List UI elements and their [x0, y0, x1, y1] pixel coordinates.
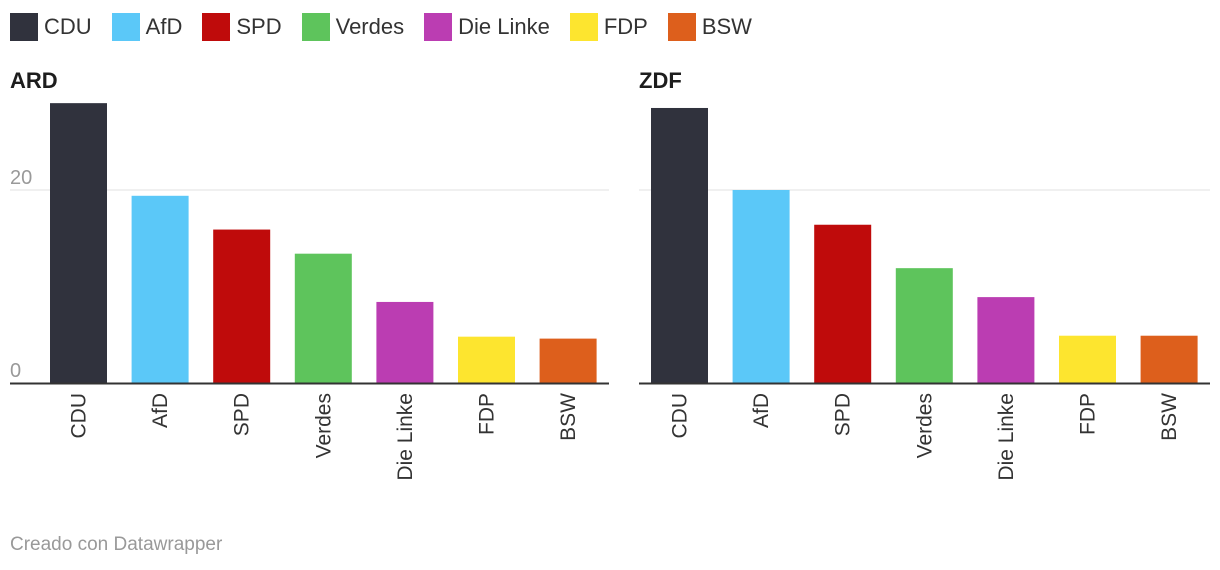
legend-label: CDU: [44, 14, 92, 39]
legend-label: AfD: [145, 14, 183, 39]
legend-item-bsw: BSW: [667, 13, 752, 41]
bar-spd: [814, 224, 872, 383]
x-tick-label: BSW: [1158, 393, 1181, 441]
legend-label: SPD: [236, 14, 282, 39]
x-tick-label: BSW: [557, 393, 580, 441]
bar-afd: [732, 190, 790, 383]
x-tick-label: AfD: [149, 393, 172, 428]
x-tick-label: CDU: [669, 393, 692, 439]
legend-swatch: [569, 13, 598, 41]
bar-afd: [131, 195, 189, 383]
bar-spd: [213, 229, 271, 383]
x-tick-label: CDU: [68, 393, 91, 439]
x-tick-label: Verdes: [312, 393, 335, 458]
x-tick-label: Verdes: [913, 393, 936, 458]
legend-item-fdp: FDP: [569, 13, 648, 41]
legend-label: Die Linke: [458, 14, 550, 39]
legend-swatch: [111, 13, 140, 41]
legend-item-afd: AfD: [111, 13, 183, 41]
legend: CDU AfD SPD Verdes Die Linke FDP BSW: [10, 12, 772, 42]
legend-item-spd: SPD: [202, 13, 282, 41]
bar-die-linke: [376, 301, 434, 383]
legend-item-verdes: Verdes: [301, 13, 405, 41]
chart-title: ZDF: [639, 68, 682, 93]
x-tick-label: FDP: [1077, 393, 1100, 435]
bar-verdes: [895, 268, 953, 383]
y-tick-label: 20: [10, 167, 32, 189]
x-tick-label: Die Linke: [394, 393, 417, 481]
bar-cdu: [50, 103, 107, 384]
bar-cdu: [651, 107, 708, 383]
x-tick-label: SPD: [231, 393, 254, 436]
legend-swatch: [301, 13, 330, 41]
legend-item-die-linke: Die Linke: [424, 13, 550, 41]
legend-item-cdu: CDU: [10, 13, 92, 41]
bar-verdes: [294, 253, 352, 383]
y-tick-label: 0: [10, 360, 21, 382]
chart-title: ARD: [10, 68, 58, 93]
legend-swatch: [10, 13, 38, 41]
bar-bsw: [1140, 335, 1198, 383]
bar-die-linke: [977, 297, 1035, 383]
bar-fdp: [1059, 335, 1116, 383]
chart-panel-ard: ARD 20 0 CDU AfD SPD Verdes Die Linke FDP BSW: [10, 68, 609, 481]
chart-panel-zdf: ZDF CDU AfD SPD Verdes Die Linke FDP BSW: [639, 68, 1210, 481]
legend-label: Verdes: [335, 14, 405, 39]
legend-label: FDP: [603, 14, 648, 39]
x-tick-label: FDP: [476, 393, 499, 435]
x-tick-label: AfD: [750, 393, 773, 428]
bar-fdp: [458, 336, 515, 383]
x-tick-label: Die Linke: [995, 393, 1018, 481]
footer-credit: Creado con Datawrapper: [10, 534, 223, 555]
x-tick-label: SPD: [832, 393, 855, 436]
legend-label: BSW: [701, 14, 752, 39]
legend-swatch: [667, 13, 696, 41]
legend-swatch: [202, 13, 231, 41]
legend-swatch: [424, 13, 453, 41]
bar-bsw: [539, 338, 597, 383]
